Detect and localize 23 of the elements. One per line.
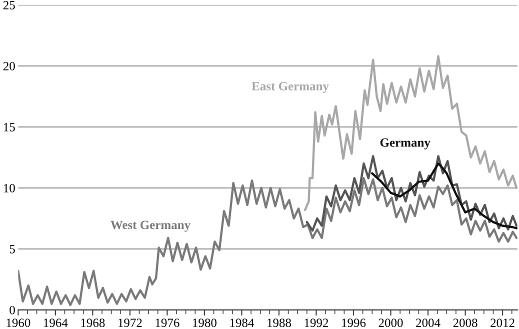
y-tick-label: 5 [10,245,15,254]
x-tick-label: 1968 [81,318,105,328]
x-tick-label: 1976 [156,318,180,328]
x-tick-label: 1988 [268,318,292,328]
x-tick-label: 2008 [453,318,478,328]
series-label: East Germany [252,82,329,93]
y-tick-label: 20 [3,62,15,70]
y-tick-label: 10 [4,184,15,192]
x-tick-label: 2012 [490,318,514,328]
x-tick-label: 1960 [6,318,30,328]
series-label: West Germany [110,220,190,232]
x-tick-label: 2004 [416,318,440,328]
x-tick-label: 1992 [304,318,328,328]
x-tick-label: 1996 [342,318,366,328]
x-tick-label: 1980 [193,318,216,328]
y-tick-label: 0 [10,306,15,314]
x-tick-label: 1964 [44,318,68,328]
y-tick-label: 15 [4,123,15,132]
x-tick-label: 2000 [378,318,403,328]
y-tick-label: 25 [3,0,15,10]
x-tick-label: 1984 [230,318,254,328]
x-tick-label: 1972 [118,318,142,328]
series-label: Germany [380,138,430,150]
